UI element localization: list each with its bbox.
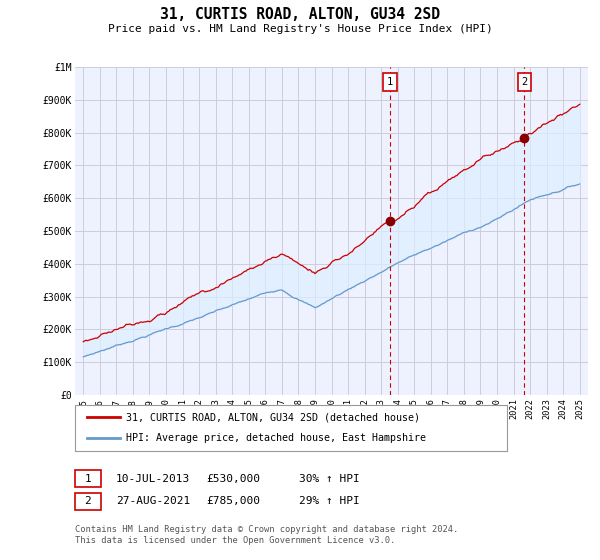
Text: 2: 2 [85, 496, 91, 506]
Text: £530,000: £530,000 [206, 474, 260, 484]
Text: HPI: Average price, detached house, East Hampshire: HPI: Average price, detached house, East… [126, 433, 426, 444]
Text: 2: 2 [521, 77, 527, 87]
Text: £785,000: £785,000 [206, 496, 260, 506]
Text: Price paid vs. HM Land Registry's House Price Index (HPI): Price paid vs. HM Land Registry's House … [107, 24, 493, 34]
Text: 1: 1 [85, 474, 91, 484]
Text: 27-AUG-2021: 27-AUG-2021 [116, 496, 190, 506]
Text: 1: 1 [387, 77, 393, 87]
Text: 29% ↑ HPI: 29% ↑ HPI [299, 496, 359, 506]
Text: 30% ↑ HPI: 30% ↑ HPI [299, 474, 359, 484]
Text: 10-JUL-2013: 10-JUL-2013 [116, 474, 190, 484]
Text: 31, CURTIS ROAD, ALTON, GU34 2SD: 31, CURTIS ROAD, ALTON, GU34 2SD [160, 7, 440, 22]
Text: Contains HM Land Registry data © Crown copyright and database right 2024.
This d: Contains HM Land Registry data © Crown c… [75, 525, 458, 545]
Text: 31, CURTIS ROAD, ALTON, GU34 2SD (detached house): 31, CURTIS ROAD, ALTON, GU34 2SD (detach… [126, 412, 420, 422]
